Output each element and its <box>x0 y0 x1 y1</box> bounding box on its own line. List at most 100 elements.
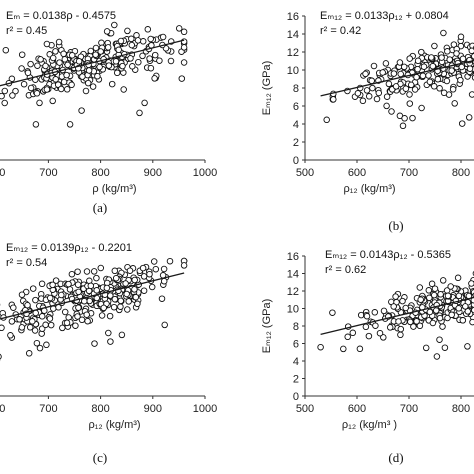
data-point <box>104 44 112 51</box>
regression-equation: Eₘ = 0.0138ρ - 0.4575 <box>6 10 116 22</box>
data-point <box>418 48 425 56</box>
data-point <box>97 48 104 55</box>
data-point <box>75 58 83 65</box>
data-point <box>402 304 409 312</box>
data-point <box>49 97 56 105</box>
data-point <box>139 52 146 60</box>
data-point <box>431 42 438 50</box>
data-point <box>370 62 378 70</box>
data-point <box>12 87 19 95</box>
r-squared: r² = 0.42 <box>320 25 361 37</box>
data-point <box>129 63 136 70</box>
trend-line <box>0 272 185 320</box>
data-point <box>66 121 74 128</box>
panel-a: 600 700 800 900 1000 Eₘ = 0.0138ρ - 0.4575 r² … <box>0 10 217 215</box>
data-point <box>428 280 436 288</box>
data-point <box>414 57 422 65</box>
data-point <box>8 318 16 325</box>
data-point <box>118 331 126 339</box>
data-point <box>27 60 34 68</box>
panel-b: 5006007008009000246810121416Eₘ₁₂ = 0.013… <box>261 10 474 233</box>
data-point <box>426 294 433 302</box>
data-point <box>372 322 379 329</box>
data-point <box>464 343 471 350</box>
data-point <box>63 86 71 93</box>
data-point <box>356 345 364 353</box>
data-point <box>107 338 114 345</box>
data-point <box>124 27 131 35</box>
data-point <box>89 83 97 90</box>
data-point <box>407 318 414 326</box>
data-point <box>105 62 113 69</box>
data-point <box>329 309 336 316</box>
data-point <box>2 46 10 54</box>
data-point <box>365 93 373 100</box>
data-point <box>139 38 147 45</box>
r-squared: r² = 0.54 <box>6 257 47 269</box>
data-point <box>382 60 390 67</box>
data-point <box>468 280 474 287</box>
data-point <box>68 81 75 89</box>
data-point <box>457 76 464 84</box>
data-point <box>49 54 57 62</box>
data-point <box>416 284 424 291</box>
data-point <box>406 91 413 98</box>
data-point <box>425 72 432 79</box>
data-point <box>395 318 402 325</box>
data-point <box>150 258 158 265</box>
data-point <box>451 100 458 107</box>
data-point <box>79 73 86 80</box>
data-point <box>425 287 433 294</box>
data-point <box>63 319 71 327</box>
data-point <box>439 323 446 330</box>
data-point <box>431 285 439 292</box>
data-point <box>406 100 414 107</box>
data-point <box>1 87 9 95</box>
data-point <box>462 303 469 310</box>
data-point <box>103 284 111 292</box>
data-point <box>124 306 131 313</box>
data-point <box>397 331 404 339</box>
data-point <box>93 287 100 294</box>
data-point <box>87 47 95 55</box>
data-point <box>158 295 166 302</box>
r-squared: r² = 0.62 <box>325 264 366 276</box>
data-point <box>439 277 447 284</box>
x-tick-label: 800 <box>452 167 470 179</box>
data-point <box>128 41 136 49</box>
data-point <box>441 344 449 351</box>
data-point <box>400 63 408 71</box>
data-point <box>93 274 100 282</box>
regression-equation: Eₘ₁₂ = 0.0143ρ₁₂ - 0.5365 <box>325 249 451 261</box>
data-point <box>119 62 126 70</box>
data-point <box>430 83 438 90</box>
y-tick-label: 12 <box>287 286 299 298</box>
data-point <box>317 343 324 351</box>
y-tick-label: 14 <box>287 29 299 41</box>
data-point <box>388 108 395 115</box>
data-point <box>139 264 147 272</box>
y-tick-label: 6 <box>293 101 299 113</box>
data-point <box>419 72 427 80</box>
data-point <box>411 86 419 93</box>
data-point <box>140 273 148 280</box>
data-point <box>43 341 50 349</box>
x-tick-label: 500 <box>296 167 314 179</box>
data-point <box>74 268 81 275</box>
data-point <box>1 99 8 107</box>
data-point <box>426 308 434 316</box>
data-point <box>448 311 455 319</box>
data-point <box>433 353 441 360</box>
data-point <box>92 51 99 58</box>
data-point <box>156 57 163 64</box>
data-point <box>440 29 447 37</box>
data-point <box>459 55 467 63</box>
data-point <box>87 282 95 290</box>
data-point <box>38 313 46 320</box>
data-point <box>82 87 90 95</box>
data-point <box>65 280 72 288</box>
data-point <box>399 122 407 130</box>
data-point <box>90 268 98 275</box>
data-point <box>413 73 420 81</box>
